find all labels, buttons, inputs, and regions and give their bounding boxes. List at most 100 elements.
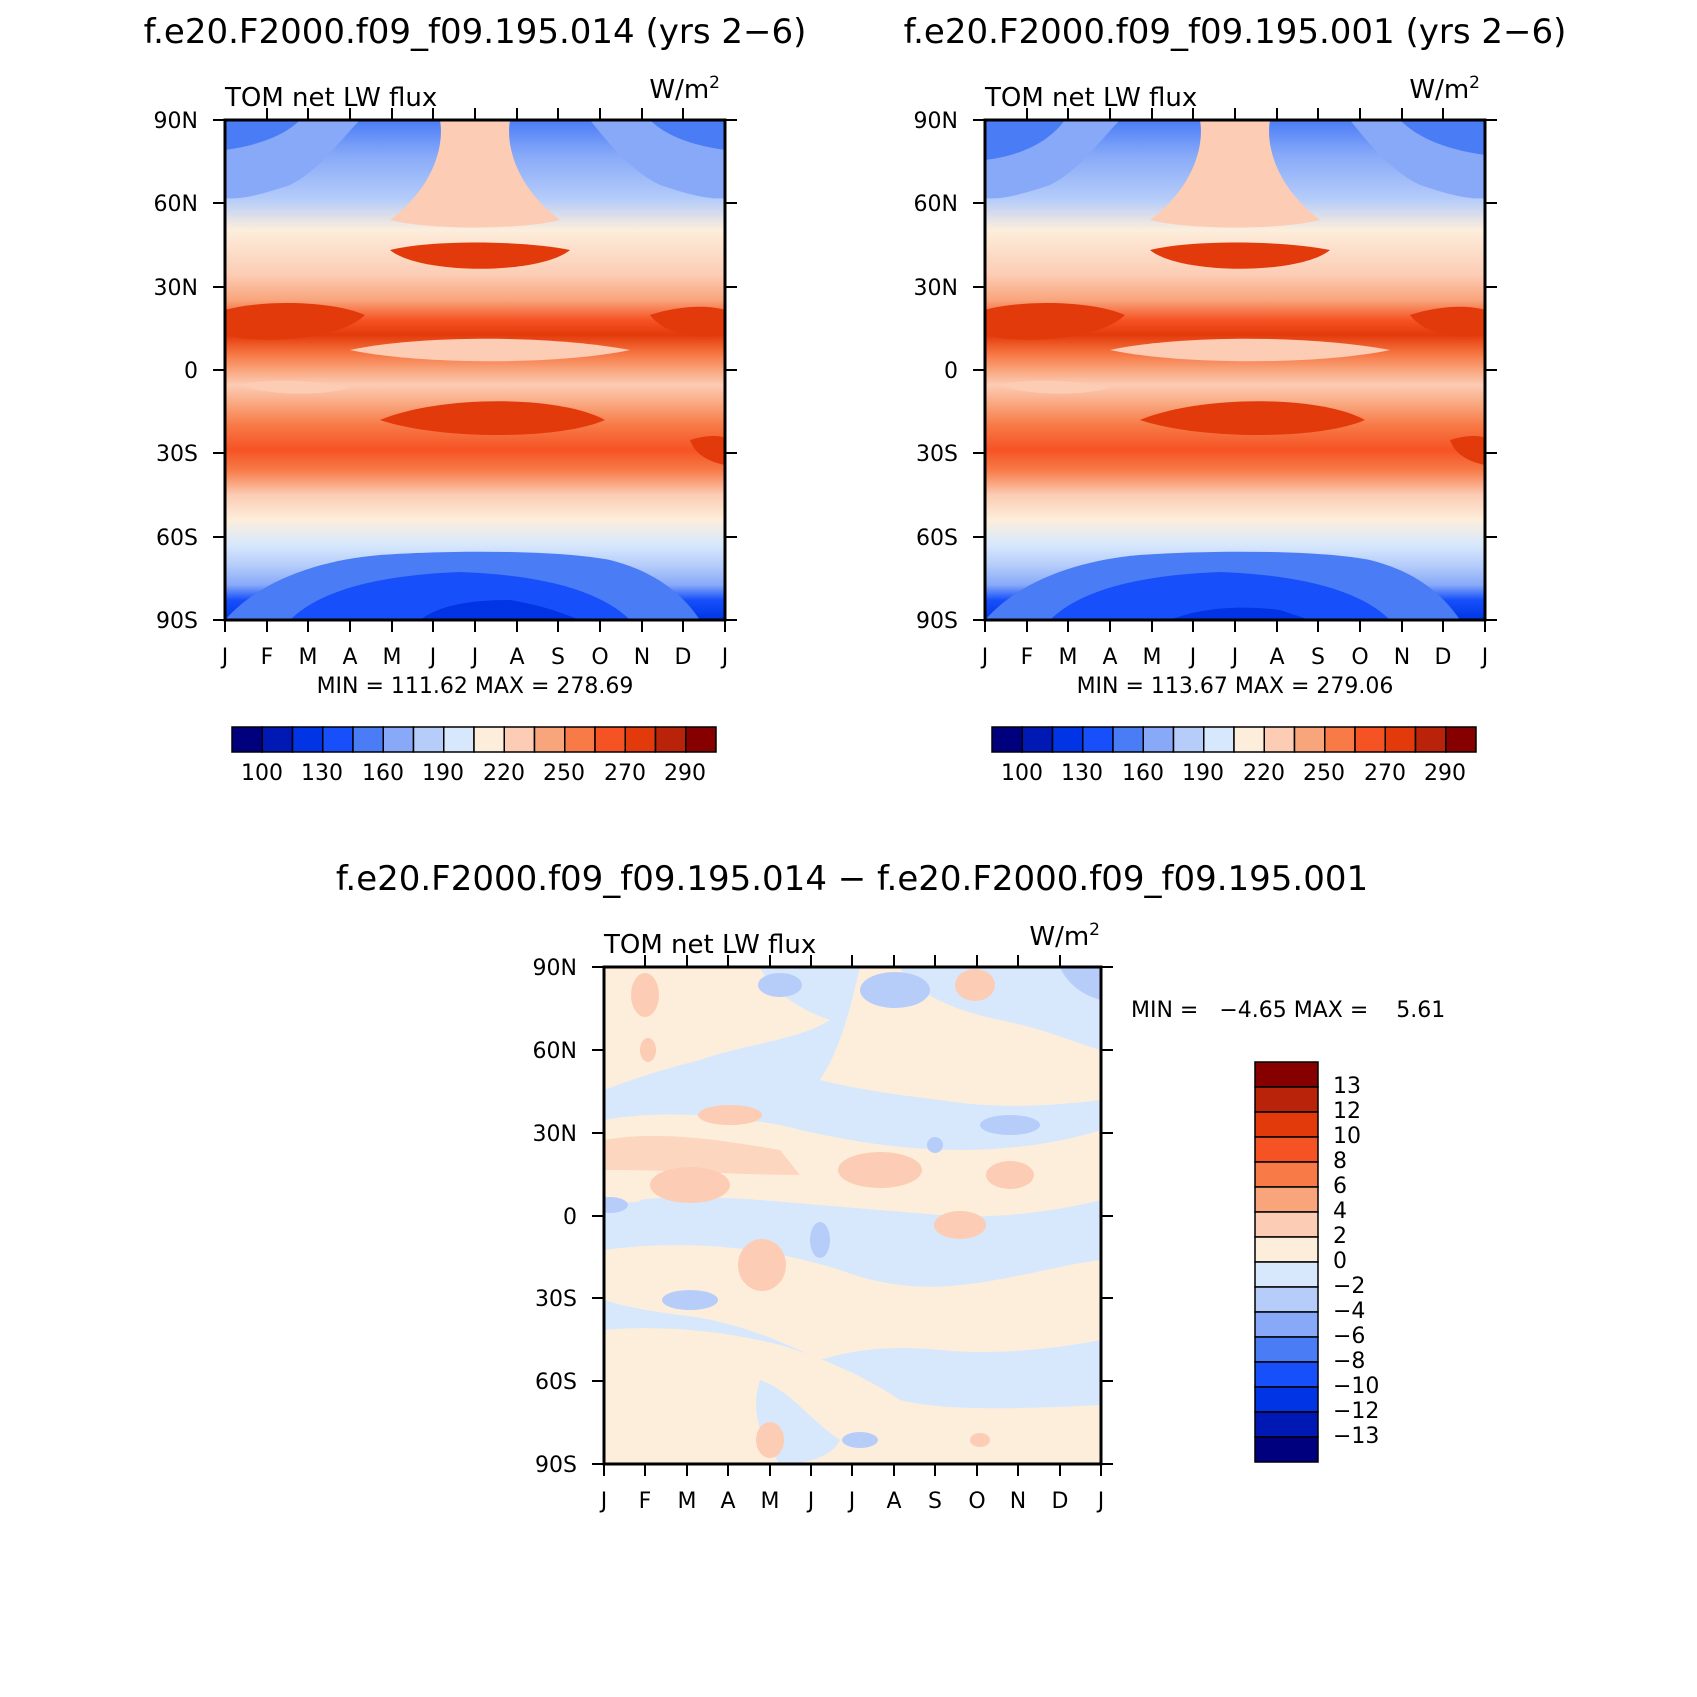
panel-2-cb-label-250: 250 <box>1303 761 1345 786</box>
panel-2-colorbar-swatch-10 <box>1263 726 1296 753</box>
panel-2-title: f.e20.F2000.f09_f09.195.001 (yrs 2−6) <box>904 12 1567 52</box>
panel-1-cb-label-100: 100 <box>241 761 283 786</box>
panel-3-cb-label-15: −13 <box>1333 1424 1379 1449</box>
panel-3-colorbar-swatch-14 <box>1254 1386 1319 1413</box>
panel-1-ytick-30S: 30S <box>156 442 198 467</box>
panel-2-cb-label-130: 130 <box>1061 761 1103 786</box>
panel-3-colorbar-swatch-1 <box>1254 1061 1319 1088</box>
panel-3-y-labels: 90N 60N 30N 0 30S 60S 90S <box>533 956 577 1478</box>
panel-1-xtick-2: F <box>261 645 274 670</box>
panel-3-colorbar-swatch-10 <box>1254 1286 1319 1313</box>
panel-2-colorbar-swatch-12 <box>1324 726 1356 753</box>
panel-2-ytick-60N: 60N <box>914 192 958 217</box>
panel-1-xtick-13: J <box>720 645 729 670</box>
panel-1-xtick-8: A <box>509 645 524 670</box>
panel-2-colorbar-swatch-5 <box>1112 726 1144 753</box>
panel-3-colorbar-swatch-4 <box>1254 1136 1319 1163</box>
panel-1-cb-label-270: 270 <box>604 761 646 786</box>
panel-1-cb-label-160: 160 <box>362 761 404 786</box>
panel-2-xtick-6: J <box>1188 645 1197 670</box>
panel-2-xtick-4: A <box>1102 645 1117 670</box>
panel-1-cb-label-190: 190 <box>422 761 464 786</box>
panel-3-xtick-8: A <box>886 1489 901 1514</box>
panel-3-xtick-9: S <box>928 1489 942 1514</box>
panel-1-ytick-90N: 90N <box>154 109 198 134</box>
panel-2-cb-label-220: 220 <box>1243 761 1285 786</box>
panel-3-cb-label-10: −4 <box>1333 1299 1365 1324</box>
panel-2-colorbar-swatch-3 <box>1051 726 1084 753</box>
panel-3-colorbar-swatch-13 <box>1254 1361 1319 1388</box>
panel-2-stats: MIN = 113.67 MAX = 279.06 <box>1077 674 1394 699</box>
panel-3-colorbar-swatch-8 <box>1254 1236 1319 1263</box>
panel-3-cb-label-5: 6 <box>1333 1174 1347 1199</box>
panel-1-colorbar-swatch-11 <box>533 726 566 753</box>
panel-1-y-labels: 90N 60N 30N 0 30S 60S 90S <box>154 109 198 634</box>
panel-3-ytick-90N: 90N <box>533 956 577 981</box>
panel-2-xtick-10: O <box>1351 645 1368 670</box>
panel-1-ytick-60N: 60N <box>154 192 198 217</box>
panel-1-colorbar-swatch-14 <box>624 726 657 753</box>
panel-1-colorbar-swatch-1 <box>231 726 263 753</box>
panel-3-xtick-10: O <box>968 1489 985 1514</box>
panel-2-colorbar-swatch-7 <box>1172 726 1205 753</box>
panel-1-x-labels: J F M A M J J A S O N D J <box>220 645 729 670</box>
panel-3-ytick-90S: 90S <box>535 1453 577 1478</box>
panel-3-colorbar-swatch-7 <box>1254 1211 1319 1238</box>
panel-1-y-ticks <box>213 119 737 621</box>
panel-1-colorbar <box>231 726 717 753</box>
panel-3-cb-label-12: −8 <box>1333 1349 1365 1374</box>
panel-1-units: W/m2 <box>649 73 720 105</box>
panel-2-field <box>985 120 1485 620</box>
panel-2-xtick-1: J <box>980 645 989 670</box>
panel-2-colorbar-swatch-11 <box>1293 726 1326 753</box>
panel-2-xtick-2: F <box>1021 645 1034 670</box>
panel-1-cb-label-130: 130 <box>301 761 343 786</box>
panel-2-colorbar-swatch-15 <box>1414 726 1447 753</box>
panel-1-colorbar-swatch-12 <box>564 726 596 753</box>
panel-2-ytick-90S: 90S <box>916 609 958 634</box>
panel-3-xtick-1: J <box>599 1489 608 1514</box>
panel-3-stats: MIN = −4.65 MAX = 5.61 <box>1131 998 1445 1023</box>
panel-2-colorbar-swatch-13 <box>1354 726 1386 753</box>
panel-1-title: f.e20.F2000.f09_f09.195.014 (yrs 2−6) <box>144 12 807 52</box>
panel-1-xtick-5: M <box>383 645 402 670</box>
panel-3-xtick-11: N <box>1010 1489 1026 1514</box>
panel-1-cb-label-290: 290 <box>664 761 706 786</box>
panel-3-cb-label-7: 2 <box>1333 1224 1347 1249</box>
panel-1: f.e20.F2000.f09_f09.195.014 (yrs 2−6) TO… <box>144 12 807 786</box>
panel-1-xtick-7: J <box>470 645 479 670</box>
panel-3-xtick-2: F <box>639 1489 652 1514</box>
panel-1-cb-label-250: 250 <box>543 761 585 786</box>
panel-3-xtick-7: J <box>847 1489 856 1514</box>
panel-3-colorbar-swatch-2 <box>1254 1086 1319 1113</box>
panel-2-xtick-9: S <box>1311 645 1325 670</box>
panel-1-colorbar-swatch-7 <box>412 726 445 753</box>
panel-2-x-labels: J F M A M J J A S O N D J <box>980 645 1489 670</box>
panel-1-x-ticks <box>224 108 726 632</box>
panel-1-xtick-11: N <box>634 645 650 670</box>
panel-1-xtick-3: M <box>299 645 318 670</box>
panel-3-cb-label-9: −2 <box>1333 1274 1365 1299</box>
panel-3-xtick-3: M <box>678 1489 697 1514</box>
panel-2-cb-label-270: 270 <box>1364 761 1406 786</box>
panel-2-cb-label-160: 160 <box>1122 761 1164 786</box>
panel-2-xtick-8: A <box>1269 645 1284 670</box>
panel-3-cb-label-1: 13 <box>1333 1074 1361 1099</box>
panel-2-variable: TOM net LW flux <box>984 83 1197 113</box>
panel-3-colorbar-swatch-5 <box>1254 1161 1319 1188</box>
panel-2-colorbar-swatch-2 <box>1021 726 1054 753</box>
panel-3-field <box>604 967 1101 1464</box>
panel-1-colorbar-swatch-16 <box>685 726 717 753</box>
panel-3-xtick-12: D <box>1052 1489 1069 1514</box>
panel-1-ytick-30N: 30N <box>154 276 198 301</box>
panel-2-colorbar-swatch-4 <box>1082 726 1114 753</box>
panel-3-colorbar <box>1254 1061 1319 1463</box>
panel-2-xtick-5: M <box>1143 645 1162 670</box>
panel-2-ytick-0: 0 <box>944 359 958 384</box>
panel-3-xtick-13: J <box>1096 1489 1105 1514</box>
panel-2-colorbar-labels: 100 130 160 190 220 250 270 290 <box>1001 761 1466 786</box>
panel-2-units: W/m2 <box>1409 73 1480 105</box>
panel-3-cb-label-8: 0 <box>1333 1249 1347 1274</box>
panel-1-xtick-1: J <box>220 645 229 670</box>
